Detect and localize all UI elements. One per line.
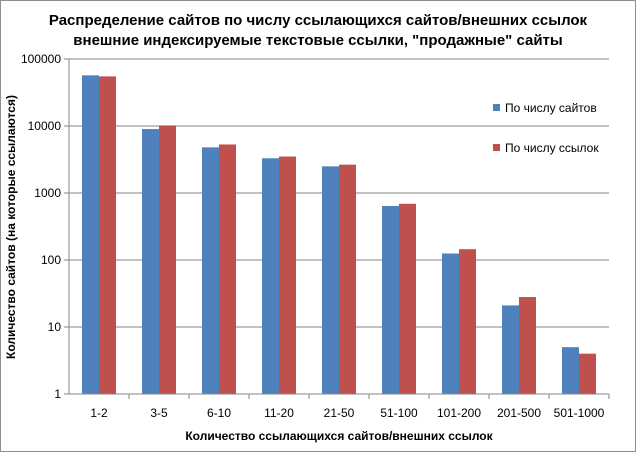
bar-by-links xyxy=(399,203,416,394)
x-tick-label: 51-100 xyxy=(380,406,418,420)
bar-by-links xyxy=(99,76,116,395)
bar-by-sites xyxy=(82,75,99,394)
x-tick-label: 11-20 xyxy=(264,406,294,420)
y-tick-labels: 1 10 100 1000 10000 100000 xyxy=(21,52,69,401)
bar-by-links xyxy=(339,164,356,394)
y-tick-label: 10000 xyxy=(28,119,62,133)
bar-by-sites xyxy=(262,158,279,394)
legend: По числу сайтов По числу ссылок xyxy=(493,101,599,155)
bar-by-links xyxy=(579,353,596,394)
y-axis-title: Количество сайтов (на которые ссылаются) xyxy=(4,95,18,359)
x-tick-label: 21-50 xyxy=(324,406,355,420)
chart-title-line-1: Распределение сайтов по числу ссылающихс… xyxy=(49,12,588,29)
y-tick-label: 1 xyxy=(54,387,61,401)
bar-by-links xyxy=(279,156,296,394)
y-tick-label: 10 xyxy=(48,320,62,334)
bar-by-sites xyxy=(502,305,519,394)
x-tick-label: 501-1000 xyxy=(554,406,605,420)
bar-by-sites xyxy=(142,129,159,395)
bar-by-links xyxy=(459,249,476,394)
chart-title-line-2: внешние индексируемые текстовые ссылки, … xyxy=(73,32,562,49)
legend-label-links: По числу ссылок xyxy=(505,141,599,155)
legend-swatch-sites xyxy=(493,104,500,111)
x-tick-label: 3-5 xyxy=(150,406,168,420)
x-tick-labels: 1-2 3-5 6-10 11-20 21-50 51-100 101-200 201-500… xyxy=(90,394,610,420)
x-tick-label: 1-2 xyxy=(90,406,108,420)
bar-by-sites xyxy=(562,347,579,394)
bar-by-links xyxy=(219,144,236,394)
legend-label-sites: По числу сайтов xyxy=(505,101,597,115)
y-tick-label: 100 xyxy=(41,253,61,267)
y-tick-label: 100000 xyxy=(21,52,61,66)
legend-swatch-links xyxy=(493,144,500,151)
x-tick-label: 201-500 xyxy=(497,406,541,420)
bar-by-sites xyxy=(202,147,219,394)
bars xyxy=(82,75,596,395)
bar-by-sites xyxy=(442,253,459,394)
x-axis-title: Количество ссылающихся сайтов/внешних сс… xyxy=(185,429,493,443)
y-tick-label: 1000 xyxy=(34,186,61,200)
x-tick-label: 6-10 xyxy=(207,406,231,420)
bar-by-links xyxy=(519,297,536,394)
x-tick-label: 101-200 xyxy=(437,406,481,420)
bar-by-sites xyxy=(382,205,399,394)
bar-by-sites xyxy=(322,166,339,394)
bar-by-links xyxy=(159,125,176,394)
